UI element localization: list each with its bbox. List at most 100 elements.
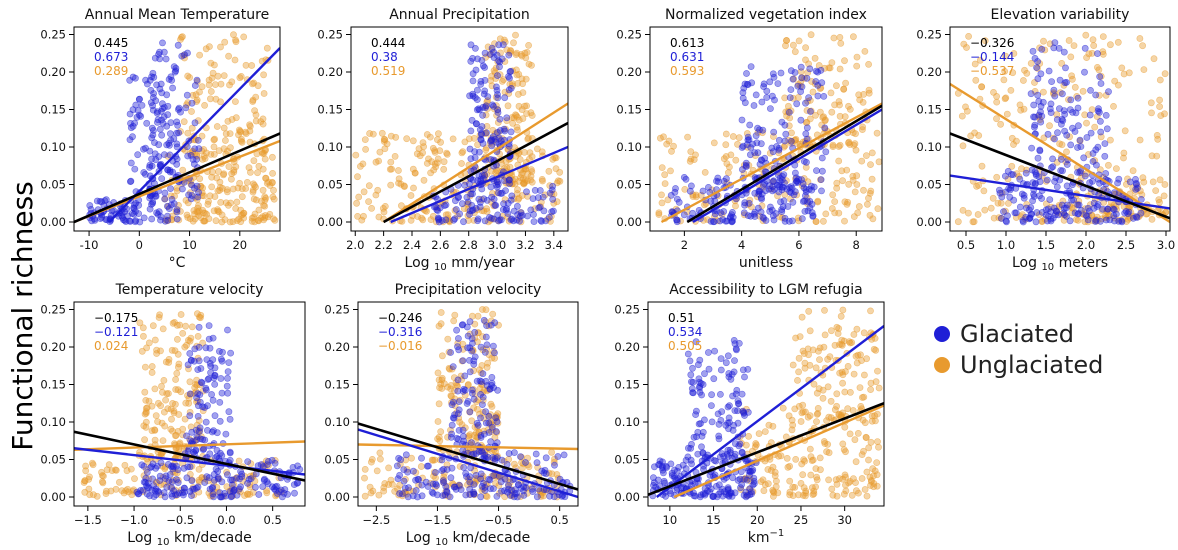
unglaciated-point xyxy=(187,423,195,431)
unglaciated-fit-line xyxy=(382,102,568,224)
unglaciated-point xyxy=(380,208,388,216)
unglaciated-point xyxy=(177,311,185,318)
glaciated-point xyxy=(673,195,681,203)
y-tick-label: 0.15 xyxy=(40,378,66,392)
unglaciated-point xyxy=(809,346,817,354)
unglaciated-point xyxy=(262,174,270,182)
unglaciated-point xyxy=(997,120,1004,128)
unglaciated-point xyxy=(803,119,811,126)
unglaciated-point xyxy=(494,166,502,174)
glaciated-point xyxy=(217,375,225,382)
unglaciated-point xyxy=(1001,68,1009,75)
unglaciated-point xyxy=(838,368,846,376)
unglaciated-point xyxy=(774,192,781,200)
glaciated-point xyxy=(808,209,816,217)
panel-3: Normalized vegetation indexunitless0.000… xyxy=(616,7,883,271)
unglaciated-point xyxy=(162,396,169,404)
x-tick-label: 3.2 xyxy=(516,238,534,252)
unglaciated-point xyxy=(369,130,377,138)
glaciated-point xyxy=(470,450,478,458)
glaciated-point xyxy=(698,391,705,399)
glaciated-point xyxy=(746,121,754,129)
unglaciated-point xyxy=(797,418,805,425)
unglaciated-point xyxy=(186,470,194,478)
glaciated-point xyxy=(722,359,730,367)
glaciated-point xyxy=(730,368,738,376)
glaciated-point xyxy=(812,67,820,75)
y-tick-label: 0.15 xyxy=(614,378,640,392)
unglaciated-point xyxy=(188,124,196,132)
glaciated-point xyxy=(505,73,512,80)
glaciated-point xyxy=(532,450,540,458)
unglaciated-point xyxy=(1000,76,1008,84)
glaciated-point xyxy=(471,328,479,336)
unglaciated-point xyxy=(188,108,195,115)
unglaciated-point xyxy=(846,430,854,438)
overall-coefficient: 0.445 xyxy=(94,36,128,50)
unglaciated-point xyxy=(215,147,223,154)
glaciated-point xyxy=(482,419,490,427)
glaciated-point xyxy=(1004,212,1011,220)
glaciated-point xyxy=(1059,167,1066,175)
glaciated-point xyxy=(161,493,169,501)
unglaciated-point xyxy=(806,115,814,123)
unglaciated-point xyxy=(829,143,837,150)
unglaciated-point xyxy=(409,137,417,145)
glaciated-point xyxy=(477,432,485,439)
glaciated-point xyxy=(173,208,181,216)
unglaciated-point xyxy=(508,114,516,121)
unglaciated-point xyxy=(442,211,450,219)
unglaciated-point xyxy=(184,72,192,80)
unglaciated-point xyxy=(431,148,439,156)
unglaciated-point xyxy=(261,202,269,210)
panel-1: Annual Mean Temperature°C0.000.050.100.1… xyxy=(40,7,281,271)
glaciated-point xyxy=(202,418,210,426)
glaciated-point xyxy=(693,407,700,415)
glaciated-point xyxy=(476,106,483,114)
unglaciated-point xyxy=(360,212,367,220)
unglaciated-point xyxy=(863,152,870,159)
fit-lines xyxy=(74,47,280,224)
unglaciated-point xyxy=(268,153,276,161)
glaciated-point xyxy=(1006,193,1014,201)
unglaciated-point xyxy=(837,40,845,47)
unglaciated-point xyxy=(1113,165,1120,172)
y-tick-label: 0.25 xyxy=(614,303,640,317)
glaciated-point xyxy=(688,460,695,468)
glaciated-point xyxy=(468,116,476,124)
unglaciated-point xyxy=(1149,178,1157,186)
unglaciated-point xyxy=(428,158,436,166)
glaciated-point xyxy=(741,99,749,107)
glaciated-point xyxy=(715,490,722,498)
unglaciated-point xyxy=(1125,69,1133,77)
unglaciated-point xyxy=(836,112,844,120)
overall-coefficient: −0.326 xyxy=(970,36,1014,50)
glaciated-point xyxy=(768,144,776,152)
unglaciated-point xyxy=(864,200,871,208)
glaciated-point xyxy=(1074,94,1082,102)
glaciated-point xyxy=(472,66,480,74)
unglaciated-point xyxy=(99,479,107,487)
unglaciated-point xyxy=(82,462,89,470)
glaciated-fit-line xyxy=(692,108,882,224)
glaciated-point xyxy=(507,128,515,136)
glaciated-coefficient: 0.673 xyxy=(94,50,128,64)
unglaciated-point xyxy=(655,209,663,217)
unglaciated-point xyxy=(194,332,202,340)
unglaciated-point xyxy=(800,350,808,357)
unglaciated-point xyxy=(1003,110,1011,118)
unglaciated-point xyxy=(252,111,260,119)
unglaciated-point xyxy=(978,162,986,170)
glaciated-point xyxy=(717,366,725,374)
glaciated-point xyxy=(429,480,437,488)
unglaciated-point xyxy=(501,88,509,96)
glaciated-point xyxy=(480,316,488,324)
unglaciated-point xyxy=(835,143,843,150)
glaciated-point xyxy=(134,107,142,114)
unglaciated-point xyxy=(360,188,368,196)
glaciated-point xyxy=(478,57,486,64)
glaciated-point xyxy=(1029,197,1036,205)
x-tick-label: 10 xyxy=(182,238,197,252)
unglaciated-point xyxy=(975,132,983,139)
y-tick-label: 0.05 xyxy=(40,178,66,192)
